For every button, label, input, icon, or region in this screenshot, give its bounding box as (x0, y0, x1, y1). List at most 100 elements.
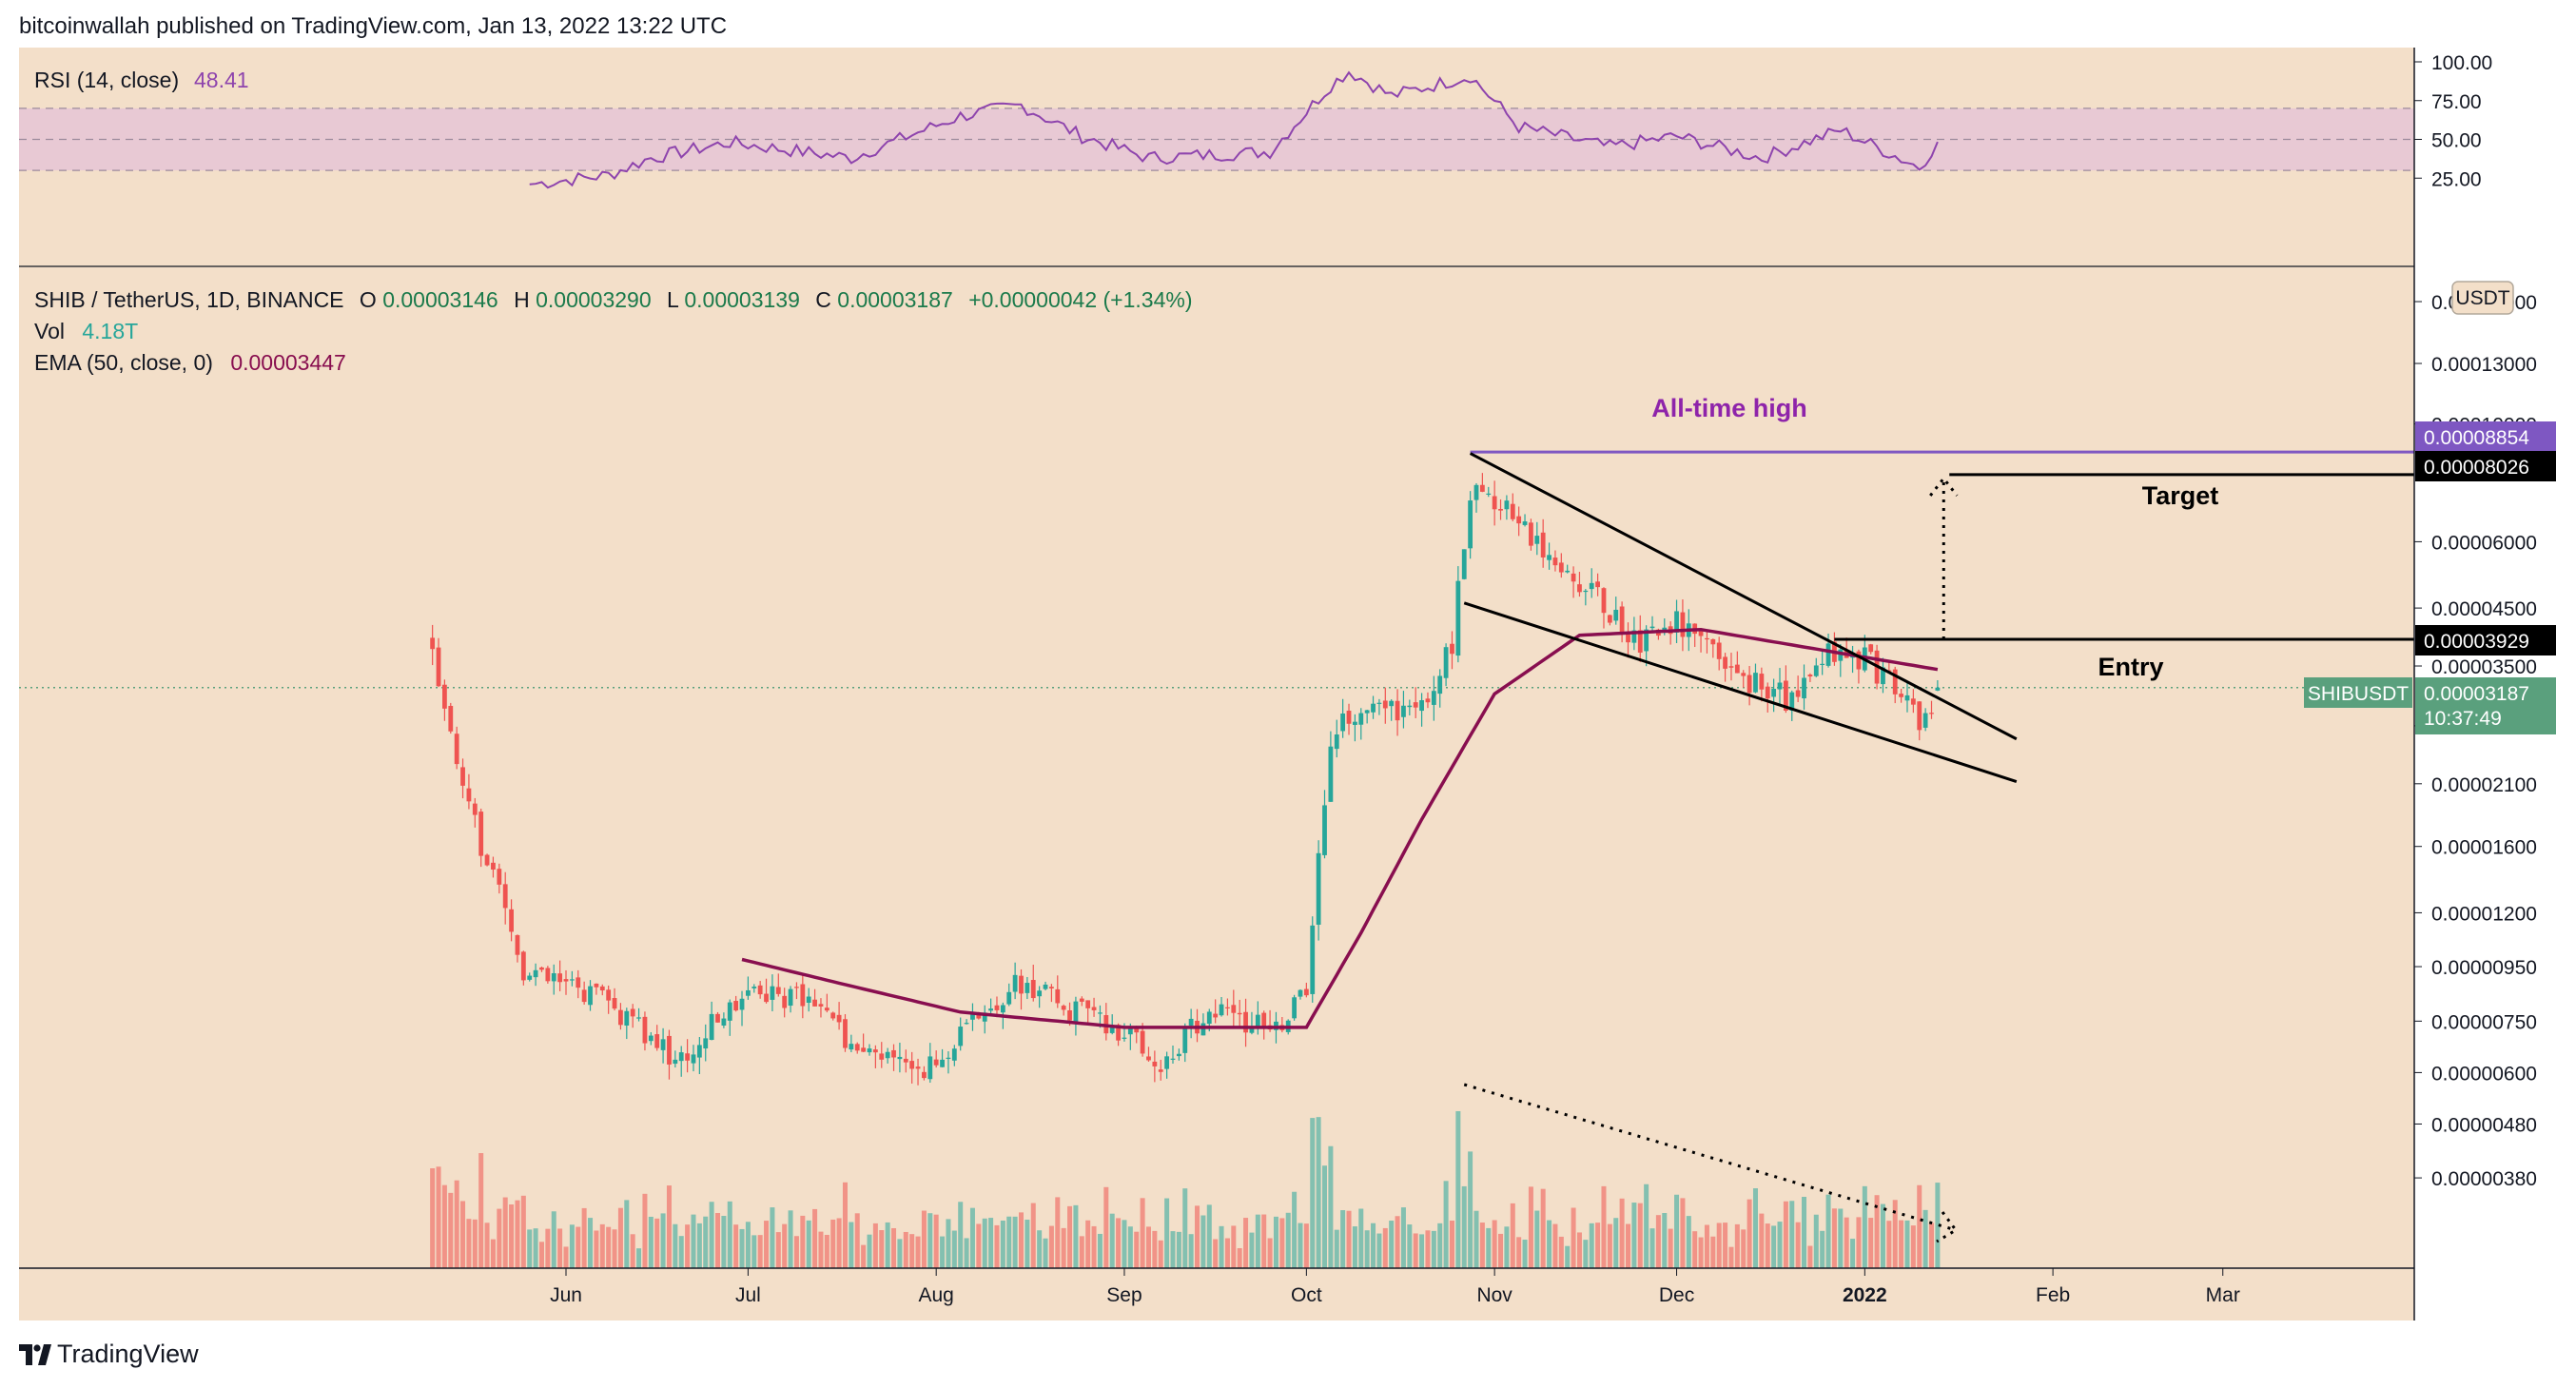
candle-body (1079, 998, 1084, 1002)
rsi-tick-label: 100.00 (2431, 52, 2492, 74)
candle-body (1389, 700, 1395, 707)
time-tick-label: Mar (2206, 1284, 2240, 1306)
candle-body (1516, 516, 1522, 524)
volume-bar (1140, 1198, 1145, 1268)
volume-bar (1565, 1245, 1571, 1268)
volume-bar (1710, 1236, 1716, 1268)
volume-bar (1692, 1231, 1698, 1268)
volume-bar (1838, 1208, 1844, 1268)
volume-bar (1419, 1234, 1425, 1268)
candle-body (739, 998, 745, 1010)
candle-body (551, 972, 556, 982)
ohlc-c-label: C (815, 287, 831, 312)
volume-bar (1674, 1194, 1680, 1268)
candle-body (497, 869, 502, 885)
candle-body (1613, 609, 1619, 621)
candle-body (1552, 558, 1558, 566)
candle-body (1734, 664, 1740, 674)
candle-body (630, 1008, 635, 1017)
time-tick-label: Jul (735, 1284, 761, 1306)
volume-bar (654, 1218, 660, 1268)
currency-button[interactable]: USDT (2451, 281, 2514, 315)
candle-body (1413, 702, 1418, 708)
volume-bar (581, 1207, 587, 1268)
candle-body (909, 1061, 915, 1069)
volume-bar (1134, 1231, 1140, 1268)
volume-bar (1741, 1229, 1747, 1268)
volume-bar (538, 1242, 544, 1268)
volume-bar (1019, 1212, 1024, 1268)
candle-body (636, 1017, 641, 1019)
volume-bar (1886, 1221, 1892, 1268)
candle-body (648, 1035, 654, 1042)
volume-bar (642, 1193, 648, 1268)
volume-bar (1644, 1184, 1649, 1268)
candle-body (1353, 721, 1357, 725)
candle-body (1085, 1000, 1091, 1008)
volume-bar (1595, 1223, 1601, 1268)
candle-body (606, 989, 612, 1001)
volume-bar (1728, 1246, 1734, 1268)
candle-body (1346, 711, 1352, 724)
volume-bar (788, 1210, 793, 1268)
ohlc-l-label: L (667, 287, 679, 312)
candle-body (1534, 536, 1540, 544)
candle-body (1358, 713, 1364, 725)
tradingview-logo[interactable]: TradingView (19, 1340, 199, 1369)
volume-bar (569, 1224, 575, 1268)
candle-body (970, 1011, 975, 1020)
candle-body (1328, 746, 1334, 802)
volume-bar (1243, 1218, 1249, 1268)
volume-bar (1534, 1210, 1540, 1268)
time-tick-label: Aug (918, 1284, 953, 1306)
volume-bar (800, 1215, 806, 1268)
volume-bar (861, 1244, 867, 1268)
candle-body (751, 987, 757, 988)
candle-body (1182, 1027, 1188, 1053)
candle-body (854, 1044, 860, 1051)
candle-body (1012, 974, 1018, 992)
volume-bar (1571, 1207, 1576, 1268)
candle-body (1170, 1058, 1176, 1060)
candle-body (436, 647, 441, 687)
chart-background (19, 48, 2414, 1321)
volume-bar (1825, 1194, 1831, 1268)
candle-body (667, 1035, 672, 1065)
volume-bar (436, 1166, 441, 1268)
volume-bar (951, 1230, 957, 1268)
candle-body (1109, 1027, 1115, 1033)
time-tick-label: 2022 (1843, 1284, 1887, 1306)
candle-body (1881, 667, 1885, 685)
volume-bar (1777, 1222, 1783, 1268)
volume-bar (770, 1207, 775, 1268)
candle-body (770, 986, 775, 1000)
volume-bar (1152, 1230, 1158, 1268)
volume-bar (1037, 1230, 1043, 1268)
volume-bar (775, 1232, 781, 1268)
volume-bar (1334, 1229, 1339, 1268)
candle-body (654, 1034, 660, 1048)
volume-bar (1734, 1223, 1740, 1268)
volume-bar (497, 1208, 502, 1268)
candle-body (502, 884, 508, 909)
volume-bar (1589, 1223, 1594, 1268)
volume-bar (703, 1216, 709, 1268)
candle-body (915, 1066, 921, 1069)
candle-body (1753, 673, 1758, 693)
candle-body (757, 985, 763, 995)
candle-body (484, 854, 490, 866)
candle-body (1910, 698, 1916, 705)
volume-bar (685, 1224, 691, 1268)
volume-bar (1917, 1184, 1922, 1268)
volume-bar (969, 1207, 975, 1268)
candle-body (1188, 1018, 1194, 1026)
rsi-tick-label: 50.00 (2431, 130, 2482, 152)
volume-bar (551, 1211, 556, 1268)
candle-body (1565, 570, 1571, 573)
candle-body (1364, 710, 1370, 714)
volume-bar (660, 1213, 666, 1268)
candle-body (1255, 1014, 1260, 1028)
countdown-value: 10:37:49 (2424, 708, 2502, 730)
candle-body (1716, 642, 1722, 659)
